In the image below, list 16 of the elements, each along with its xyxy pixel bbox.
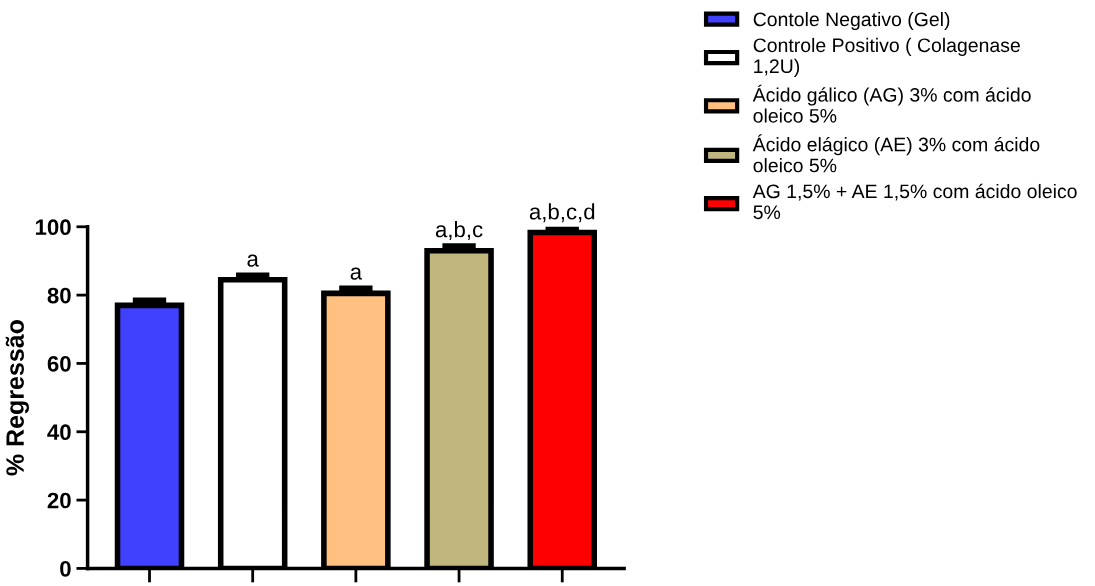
data-label: a,b,c: [435, 221, 483, 240]
legend-label: Controle Positivo ( Colagenase 1,2U): [753, 37, 1020, 77]
data-label: a: [350, 267, 363, 280]
legend-label: Ácido elágico (AE) 3% com ácido oleico 5%: [752, 134, 1040, 173]
y-tick-label: 80: [47, 287, 71, 304]
y-tick-label: 100: [35, 219, 71, 236]
y-tick-label: 0: [60, 560, 71, 577]
y-tick-label: 60: [47, 355, 71, 372]
y-axis-title: % Regressão: [5, 320, 29, 476]
data-label: a,b,c,d: [529, 203, 595, 223]
legend-label: AG 1,5% + AE 1,5% com ácido oleico 5%: [752, 183, 1077, 220]
legend-label: Ácido gálico (AG) 3% com ácido oleico 5%: [752, 84, 1031, 123]
y-tick-label: 20: [47, 492, 71, 509]
legend-label: Contole Negativo (Gel): [753, 11, 950, 31]
data-label: a: [247, 254, 259, 267]
y-tick-label: 40: [47, 424, 71, 441]
